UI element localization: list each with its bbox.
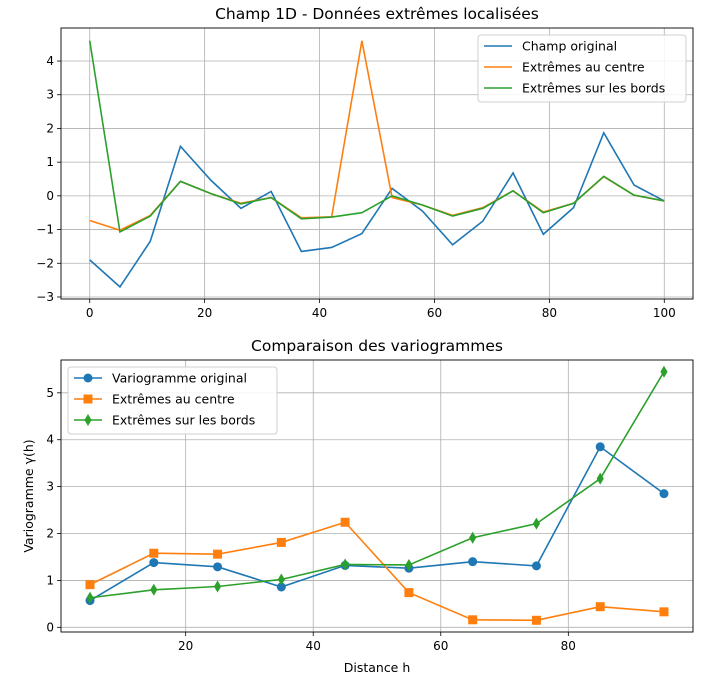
data-point (531, 561, 541, 571)
y-tick-label: 2 (46, 121, 54, 135)
x-tick-label: 60 (433, 639, 448, 653)
x-tick-label: 80 (561, 639, 576, 653)
x-axis-label: Distance h (344, 660, 411, 675)
data-point (659, 607, 669, 617)
y-tick-label: 2 (46, 527, 54, 541)
series-line (89, 131, 665, 289)
data-point (149, 548, 159, 558)
series-line (89, 521, 665, 622)
y-axis-label: Variogramme γ(h) (21, 439, 36, 552)
y-tick-label: 4 (46, 54, 54, 68)
data-point (596, 472, 604, 485)
legend-label: Extrêmes sur les bords (112, 413, 255, 428)
y-tick-label: 0 (46, 620, 54, 634)
y-tick-label: 0 (46, 189, 54, 203)
data-point (595, 442, 605, 452)
x-tick-label: 0 (86, 306, 94, 320)
legend-label: Extrêmes au centre (112, 392, 235, 407)
series-3 (88, 40, 665, 234)
data-point (659, 489, 669, 499)
chart-1: 0 20 40 60 80 100 −3 −2 −1 0 1 2 3 4 Champ 1D - Donnée… (36, 5, 694, 320)
legend: Champ original Extrêmes au centre Extrêmes… (477, 34, 687, 103)
data-point (213, 562, 223, 572)
data-point (213, 580, 222, 593)
legend-label: Variogramme original (112, 371, 247, 386)
data-point (468, 615, 478, 625)
legend: Variogramme original Extrêmes au centre Ex… (67, 366, 278, 435)
data-point (340, 517, 350, 527)
data-point (405, 558, 413, 571)
legend-marker (84, 414, 92, 426)
chart-2: 20 40 60 80 0 1 2 3 4 5 Comparaison des variogramm… (21, 337, 694, 675)
x-tick-label: 40 (306, 639, 321, 653)
series-line (88, 40, 665, 234)
series-line (89, 445, 665, 602)
y-tick-label: −3 (36, 290, 54, 304)
data-point (531, 615, 541, 625)
data-point (150, 583, 158, 596)
data-point (660, 365, 668, 378)
legend-marker (83, 373, 93, 383)
x-tick-label: 100 (653, 306, 676, 320)
data-point (213, 549, 223, 559)
legend-marker (83, 394, 93, 404)
y-tick-label: −2 (36, 256, 54, 270)
legend-label: Champ original (522, 39, 617, 54)
x-tick-label: 20 (178, 639, 193, 653)
data-point (86, 591, 94, 604)
data-point (149, 558, 159, 568)
data-point (85, 580, 95, 590)
data-point (469, 531, 477, 544)
chart-title: Comparaison des variogrammes (251, 337, 503, 355)
data-point (468, 557, 478, 567)
y-tick-label: 5 (46, 386, 54, 400)
axes-frame (60, 359, 694, 633)
y-tick-label: 4 (46, 433, 54, 447)
series-3 (86, 365, 668, 604)
series-line (89, 371, 665, 599)
series-2 (85, 517, 669, 625)
data-point (341, 558, 349, 571)
data-point (277, 573, 285, 586)
series-1 (85, 442, 669, 606)
axes-frame (60, 27, 694, 300)
data-point (404, 588, 414, 598)
y-tick-label: 3 (46, 480, 54, 494)
y-tick-label: 3 (46, 88, 54, 102)
y-tick-label: 1 (46, 573, 54, 587)
data-point (276, 537, 286, 547)
legend-box (67, 366, 278, 435)
x-tick-label: 40 (312, 306, 327, 320)
data-point (276, 582, 286, 592)
x-tick-label: 80 (542, 306, 557, 320)
legend-label: Extrêmes au centre (522, 60, 645, 75)
y-tick-label: 1 (46, 155, 54, 169)
legend-box (477, 34, 687, 103)
x-tick-label: 60 (427, 306, 442, 320)
legend-label: Extrêmes sur les bords (522, 81, 665, 96)
chart-title: Champ 1D - Données extrêmes localisées (215, 5, 539, 23)
x-tick-label: 20 (197, 306, 212, 320)
data-point (532, 517, 541, 530)
y-tick-label: −1 (36, 223, 54, 237)
series-1 (89, 131, 665, 289)
data-point (595, 602, 605, 612)
